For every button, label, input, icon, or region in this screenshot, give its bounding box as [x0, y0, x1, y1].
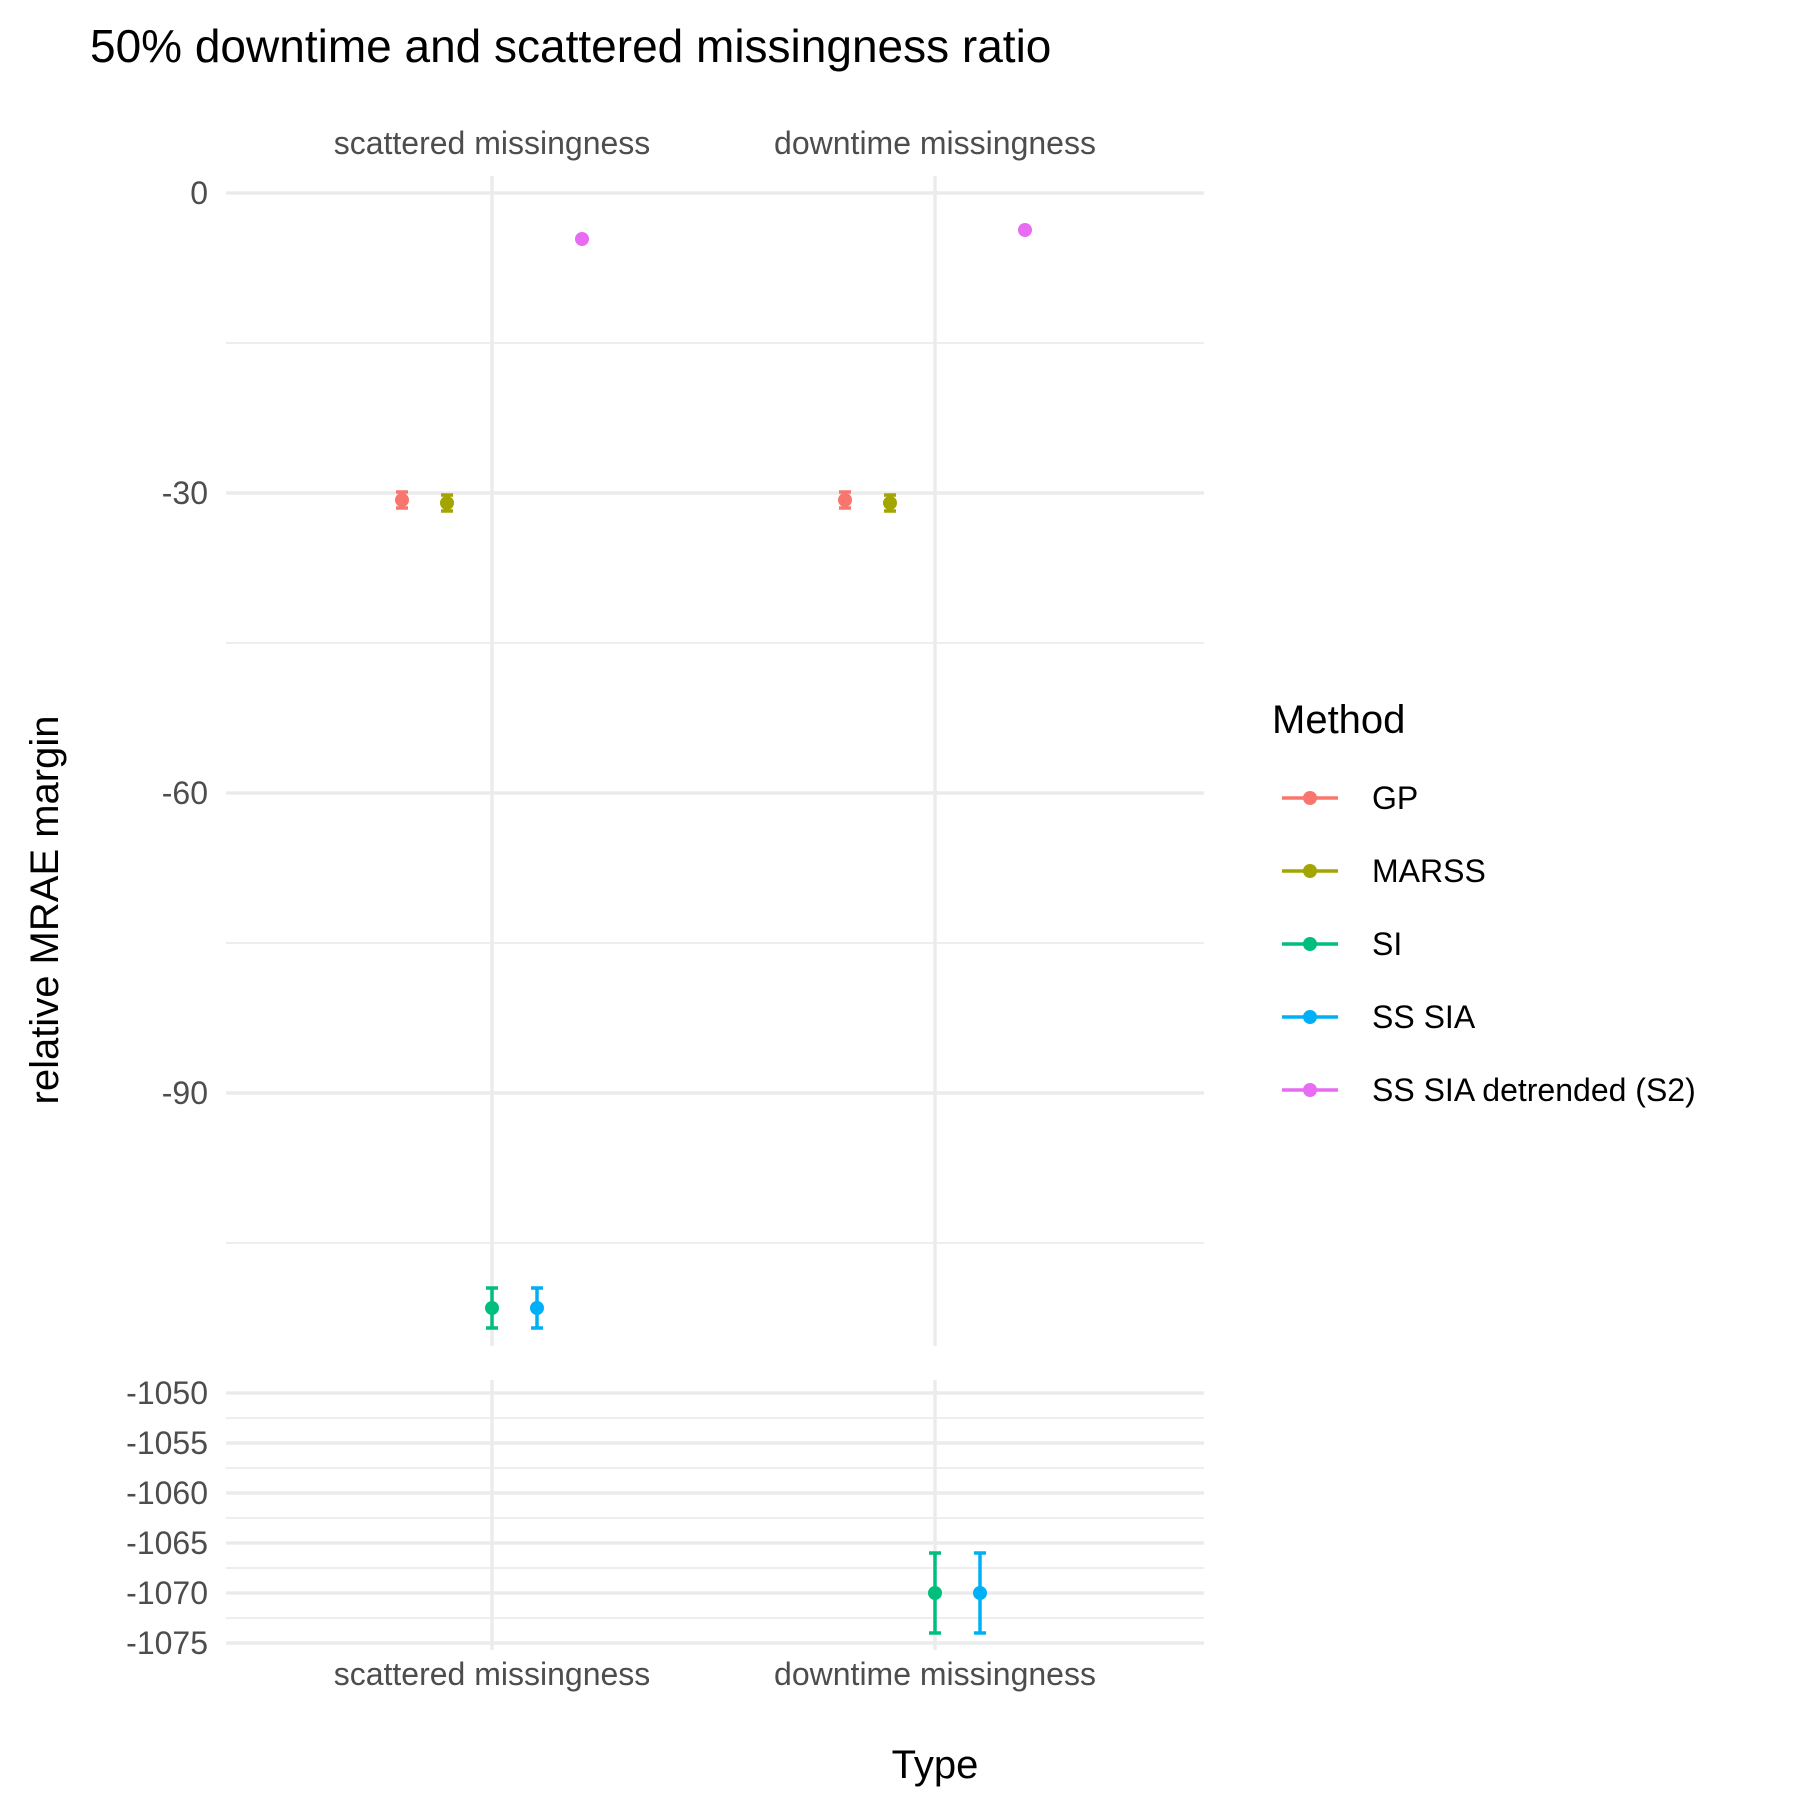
- legend-key-point-ss-sia: [1303, 1010, 1317, 1024]
- upper-y-tick-label: -60: [162, 775, 208, 811]
- lower-y-tick-label: -1055: [126, 1425, 208, 1461]
- upper-panel: 0 -30 -60 -90: [162, 175, 1204, 1346]
- strip-label-downtime: downtime missingness: [774, 125, 1096, 161]
- point-marss-scattered: [440, 496, 454, 510]
- point-ss-sia-detrended-s2-downtime: [1018, 223, 1032, 237]
- legend-key-point-ss-sia-detrended-s2: [1303, 1083, 1317, 1097]
- legend-key-point-marss: [1303, 864, 1317, 878]
- point-ss-sia-downtime: [973, 1586, 987, 1600]
- legend-label-gp: GP: [1372, 780, 1418, 816]
- legend-label-marss: MARSS: [1372, 853, 1486, 889]
- upper-y-tick-label: -90: [162, 1075, 208, 1111]
- legend-key-point-si: [1303, 937, 1317, 951]
- lower-panel: -1050 -1055 -1060 -1065 -1070 -1075: [126, 1375, 1204, 1661]
- point-si-scattered: [485, 1301, 499, 1315]
- legend-label-ss-sia-detrended-s2: SS SIA detrended (S2): [1372, 1072, 1696, 1108]
- upper-y-tick-label: -30: [162, 475, 208, 511]
- point-marss-downtime: [883, 496, 897, 510]
- x-tick-label-downtime: downtime missingness: [774, 1656, 1096, 1692]
- point-gp-downtime: [838, 493, 852, 507]
- lower-y-tick-label: -1050: [126, 1375, 208, 1411]
- legend: Method GP MARSS SI SS SIA SS SIA detrended (…: [1272, 698, 1696, 1108]
- lower-y-tick-label: -1075: [126, 1625, 208, 1661]
- lower-y-tick-label: -1060: [126, 1475, 208, 1511]
- x-tick-label-scattered: scattered missingness: [334, 1656, 651, 1692]
- lower-y-tick-label: -1070: [126, 1575, 208, 1611]
- legend-title: Method: [1272, 698, 1405, 742]
- legend-label-si: SI: [1372, 926, 1402, 962]
- point-si-downtime: [928, 1586, 942, 1600]
- lower-y-tick-label: -1065: [126, 1525, 208, 1561]
- point-gp-scattered: [395, 493, 409, 507]
- upper-y-tick-label: 0: [190, 175, 208, 211]
- point-ss-sia-detrended-s2-scattered: [575, 232, 589, 246]
- legend-key-point-gp: [1303, 791, 1317, 805]
- y-axis-title: relative MRAE margin: [23, 715, 67, 1104]
- strip-label-scattered: scattered missingness: [334, 125, 651, 161]
- x-axis-title: Type: [892, 1743, 979, 1787]
- legend-label-ss-sia: SS SIA: [1372, 999, 1476, 1035]
- chart-title: 50% downtime and scattered missingness r…: [90, 20, 1051, 72]
- point-ss-sia-scattered: [530, 1301, 544, 1315]
